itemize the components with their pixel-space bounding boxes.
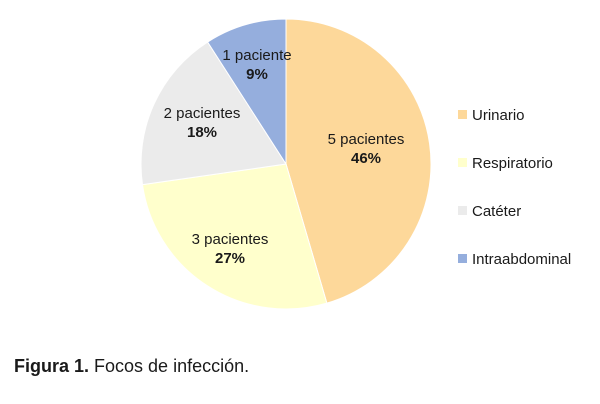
- slice-percent-label: 9%: [246, 66, 268, 83]
- pie-slice-cateter: [140, 41, 287, 186]
- figure-caption: Figura 1. Focos de infección.: [14, 356, 249, 377]
- slice-percent-label: 27%: [215, 250, 245, 267]
- legend-label: Intraabdominal: [472, 251, 571, 268]
- chart-legend: Urinario Respiratorio Catéter Intraabdomina…: [458, 107, 571, 268]
- pie-slice-intraabdominal: [206, 18, 287, 166]
- legend-swatch: [458, 110, 467, 119]
- legend-label: Catéter: [472, 203, 521, 220]
- pie-slice-urinario: [285, 18, 432, 304]
- pie-chart: 5 pacientes 46% 3 pacientes 27% 2 pacientes 1…: [140, 18, 571, 310]
- slice-count-label: 1 paciente: [222, 47, 291, 64]
- slice-percent-label: 18%: [187, 124, 217, 141]
- pie-slice-labels: 5 pacientes 46% 3 pacientes 27% 2 pacientes 1…: [164, 47, 405, 267]
- legend-label: Respiratorio: [472, 155, 553, 172]
- legend-swatch: [458, 158, 467, 167]
- slice-count-label: 3 pacientes: [192, 231, 269, 248]
- legend-swatch: [458, 206, 467, 215]
- slice-percent-label: 46%: [351, 150, 381, 167]
- figure-caption-text: Focos de infección.: [94, 356, 250, 376]
- slice-count-label: 5 pacientes: [328, 131, 405, 148]
- slice-count-label: 2 pacientes: [164, 105, 241, 122]
- pie-slice-respiratorio: [141, 163, 328, 310]
- legend-swatch: [458, 254, 467, 263]
- legend-label: Urinario: [472, 107, 525, 124]
- figure-caption-label: Figura 1.: [14, 356, 90, 376]
- pie-slices: [140, 18, 432, 310]
